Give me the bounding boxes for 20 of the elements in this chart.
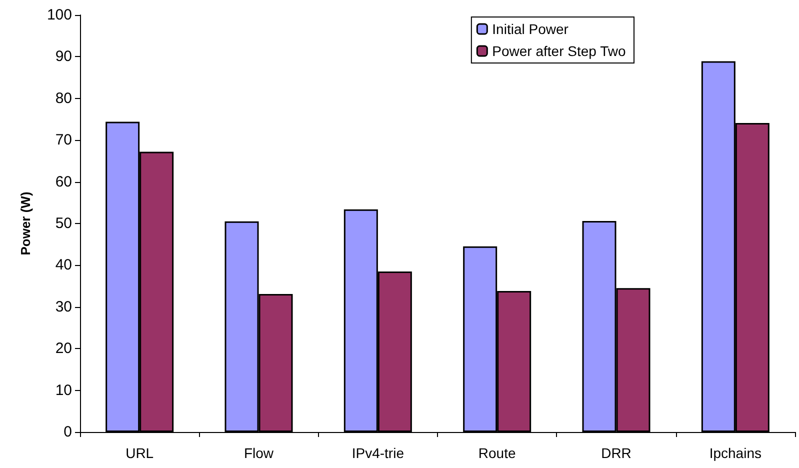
- x-tick-label: Ipchains: [709, 445, 762, 461]
- y-tick-label: 70: [55, 132, 72, 149]
- x-tick-label: Route: [478, 445, 516, 461]
- y-tick-label: 60: [55, 173, 72, 190]
- y-tick-label: 10: [55, 382, 72, 399]
- y-tick-label: 90: [55, 48, 72, 66]
- y-tick-label: 80: [55, 90, 72, 107]
- x-tick-label: Flow: [244, 445, 274, 461]
- x-tick-label: DRR: [601, 445, 632, 461]
- y-tick-label: 0: [64, 424, 72, 440]
- legend-label: Power after Step Two: [492, 43, 626, 59]
- x-tick-label: URL: [126, 445, 154, 461]
- y-tick-label: 20: [55, 340, 72, 358]
- y-tick-label: 40: [55, 256, 72, 274]
- y-tick-label: 30: [55, 298, 72, 316]
- x-tick-label: IPv4-trie: [352, 445, 404, 461]
- legend-label: Initial Power: [492, 21, 569, 37]
- y-axis-title: Power (W): [18, 192, 33, 256]
- y-tick-label: 100: [46, 6, 72, 24]
- y-tick-label: 50: [55, 215, 72, 232]
